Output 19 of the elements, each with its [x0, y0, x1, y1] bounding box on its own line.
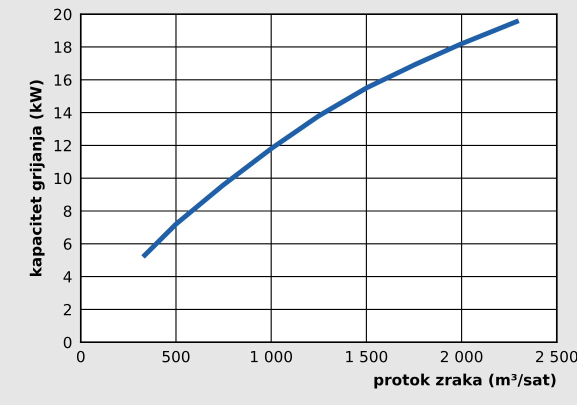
x-tick-label: 1 500 [346, 350, 388, 362]
line-series [140, 18, 522, 260]
y-tick-label: 18 [54, 41, 72, 53]
y-axis-title: kapacitet grijanja (kW) [30, 80, 45, 276]
y-tick-label: 8 [64, 205, 72, 218]
y-tick-label: 20 [54, 8, 72, 20]
x-tick-label: 1 000 [251, 350, 292, 362]
x-axis-title: protok zraka (m³/sat) [374, 374, 556, 388]
y-tick-label: 12 [54, 140, 71, 152]
y-tick-label: 2 [64, 304, 71, 316]
x-tick-label: 500 [162, 350, 190, 362]
y-tick-label: 0 [64, 336, 72, 348]
y-tick-label: 6 [64, 238, 72, 250]
x-tick-label: 0 [76, 350, 85, 362]
y-tick-label: 10 [54, 172, 72, 184]
y-tick-label: 4 [63, 271, 72, 282]
y-tick-label: 14 [54, 107, 72, 118]
x-tick-label: 2 000 [440, 350, 482, 362]
y-tick-label: 16 [54, 74, 72, 86]
